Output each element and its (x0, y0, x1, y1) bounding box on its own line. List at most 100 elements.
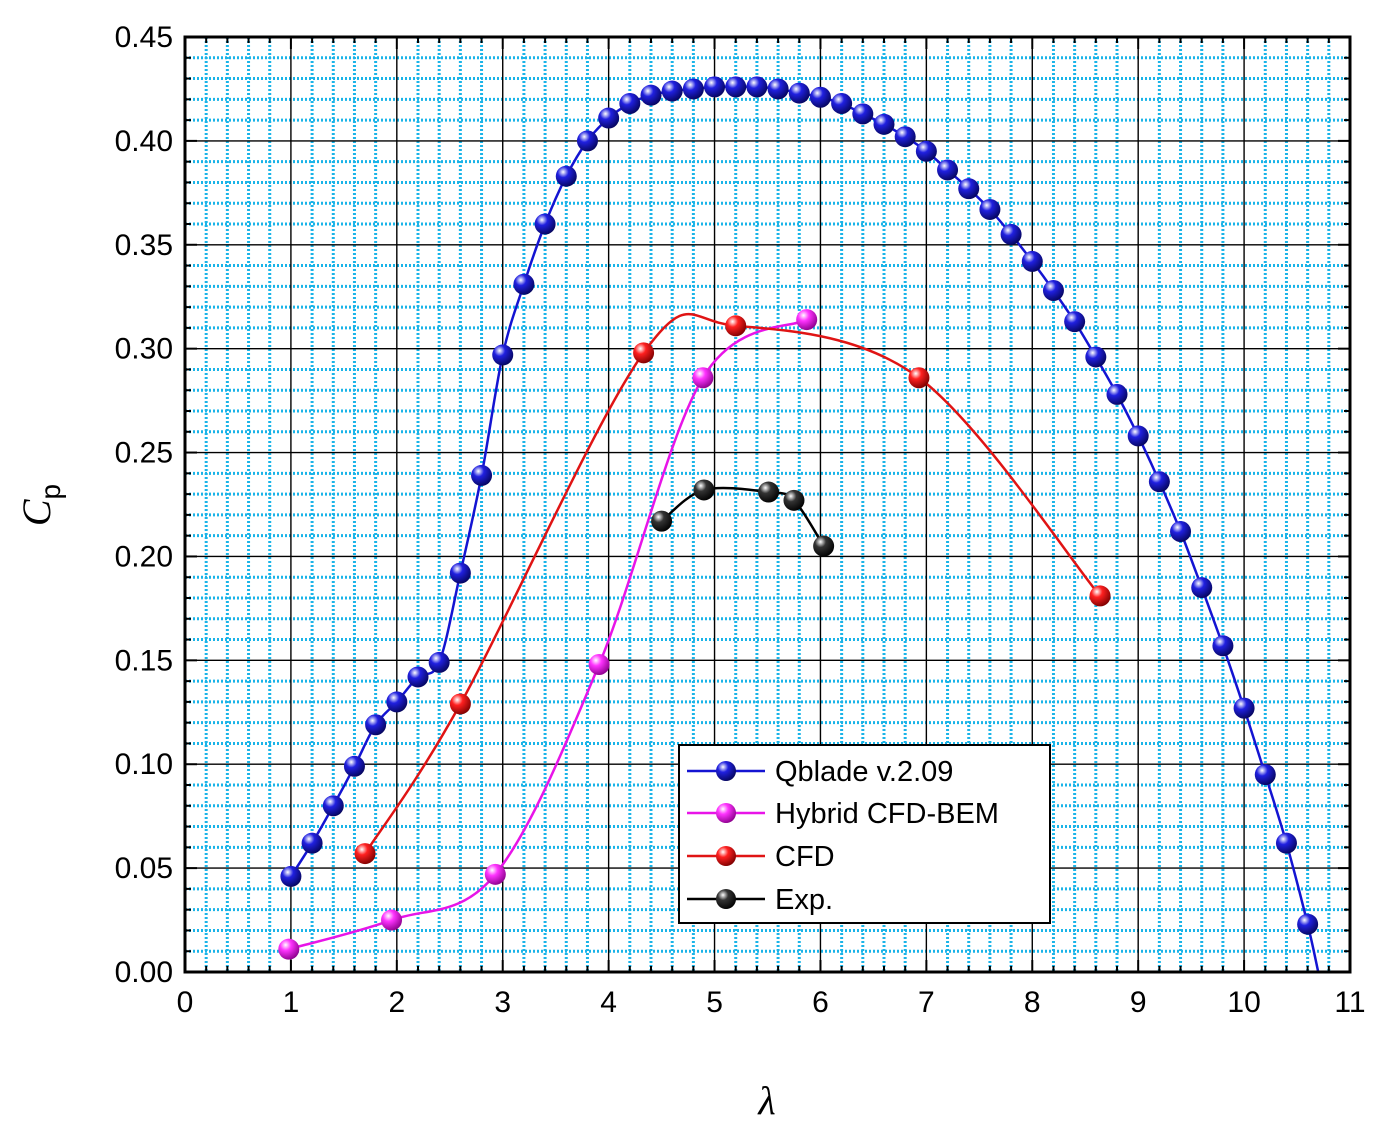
data-point-qblade (386, 691, 408, 713)
x-tick-label: 3 (494, 986, 511, 1019)
data-point-exp (813, 535, 835, 557)
legend-entry-exp: Exp. (687, 884, 833, 916)
legend-marker-exp (716, 889, 736, 909)
data-point-qblade (1106, 383, 1128, 405)
data-point-qblade (407, 666, 429, 688)
data-point-qblade (937, 159, 959, 181)
x-tick-label: 6 (812, 986, 829, 1019)
y-axis-title-sub: p (35, 484, 66, 500)
data-point-qblade (343, 755, 365, 777)
legend-label-qblade: Qblade v.2.09 (775, 756, 953, 788)
data-point-qblade (1148, 471, 1170, 493)
data-point-qblade (958, 178, 980, 200)
data-point-qblade (746, 76, 768, 98)
data-point-qblade (619, 92, 641, 114)
data-point-qblade (1000, 223, 1022, 245)
data-point-qblade (831, 92, 853, 114)
y-tick-label: 0.20 (115, 540, 173, 573)
y-axis-title-main: C (14, 498, 59, 526)
data-point-qblade (1191, 577, 1213, 599)
data-point-qblade (598, 107, 620, 129)
y-tick-label: 0.45 (115, 21, 173, 54)
y-axis-title: Cp (14, 484, 66, 526)
data-point-exp (693, 479, 715, 501)
data-point-qblade (809, 86, 831, 108)
data-point-qblade (1254, 764, 1276, 786)
legend-entry-cfd: CFD (687, 841, 835, 873)
data-point-qblade (661, 80, 683, 102)
series-hybrid (278, 309, 818, 960)
y-tick-label: 0.40 (115, 125, 173, 158)
legend-marker-cfd (716, 846, 736, 866)
legend-entry-hybrid: Hybrid CFD-BEM (687, 798, 999, 830)
data-point-hybrid (484, 863, 506, 885)
data-point-qblade (704, 76, 726, 98)
data-point-qblade (322, 795, 344, 817)
x-tick-label: 1 (283, 986, 300, 1019)
x-tick-label: 5 (706, 986, 723, 1019)
x-tick-label: 7 (918, 986, 935, 1019)
legend-marker-qblade (716, 761, 736, 781)
data-point-qblade (513, 273, 535, 295)
x-tick-label: 0 (177, 986, 194, 1019)
x-tick-label: 4 (600, 986, 617, 1019)
data-point-qblade (471, 464, 493, 486)
data-point-qblade (534, 213, 556, 235)
data-point-hybrid (381, 909, 403, 931)
data-point-qblade (725, 76, 747, 98)
y-tick-label: 0.05 (115, 852, 173, 885)
data-point-qblade (576, 130, 598, 152)
x-tick-label: 2 (388, 986, 405, 1019)
data-point-cfd (908, 367, 930, 389)
data-point-qblade (428, 651, 450, 673)
data-point-qblade (280, 865, 302, 887)
y-tick-label: 0.25 (115, 437, 173, 470)
y-tick-label: 0.30 (115, 333, 173, 366)
data-point-hybrid (588, 653, 610, 675)
data-point-qblade (682, 78, 704, 100)
data-point-cfd (1089, 585, 1111, 607)
data-point-qblade (979, 198, 1001, 220)
data-point-qblade (1275, 832, 1297, 854)
data-point-qblade (1021, 250, 1043, 272)
y-tick-label: 0.35 (115, 229, 173, 262)
data-point-hybrid (278, 938, 300, 960)
y-tick-label: 0.10 (115, 748, 173, 781)
data-point-qblade (1212, 635, 1234, 657)
legend-box (678, 744, 1051, 924)
data-point-qblade (788, 82, 810, 104)
x-tick-label: 10 (1227, 986, 1260, 1019)
y-tick-label: 0.00 (115, 956, 173, 989)
data-point-qblade (449, 562, 471, 584)
legend-label-exp: Exp. (775, 884, 833, 916)
x-tick-label: 8 (1024, 986, 1041, 1019)
data-point-hybrid (692, 367, 714, 389)
data-point-cfd (633, 342, 655, 364)
data-point-qblade (915, 140, 937, 162)
data-point-qblade (852, 103, 874, 125)
x-tick-label: 9 (1130, 986, 1147, 1019)
data-point-qblade (301, 832, 323, 854)
data-point-hybrid (796, 309, 818, 331)
data-point-exp (783, 489, 805, 511)
data-point-qblade (1085, 346, 1107, 368)
plot-frame (183, 35, 1352, 974)
axis-ticks (184, 36, 1351, 973)
data-point-qblade (1127, 425, 1149, 447)
data-point-qblade (492, 344, 514, 366)
tick-labels: 0 1 2 3 4 5 6 7 8 9 10 11 0.00 0.05 0.10 0.15 0.20 0.25 0.… (115, 21, 1366, 1019)
series-layer (278, 76, 1320, 973)
legend-marker-hybrid (716, 803, 736, 823)
data-point-qblade (555, 165, 577, 187)
legend-label-cfd: CFD (775, 841, 835, 873)
series-exp (651, 479, 835, 557)
data-point-exp (651, 510, 673, 532)
data-point-qblade (873, 113, 895, 135)
series-cfd (354, 312, 1111, 865)
series-qblade (280, 76, 1320, 973)
y-tick-label: 0.15 (115, 644, 173, 677)
data-point-qblade (767, 78, 789, 100)
x-axis-title: λ (757, 1078, 775, 1123)
legend-label-hybrid: Hybrid CFD-BEM (775, 798, 999, 830)
